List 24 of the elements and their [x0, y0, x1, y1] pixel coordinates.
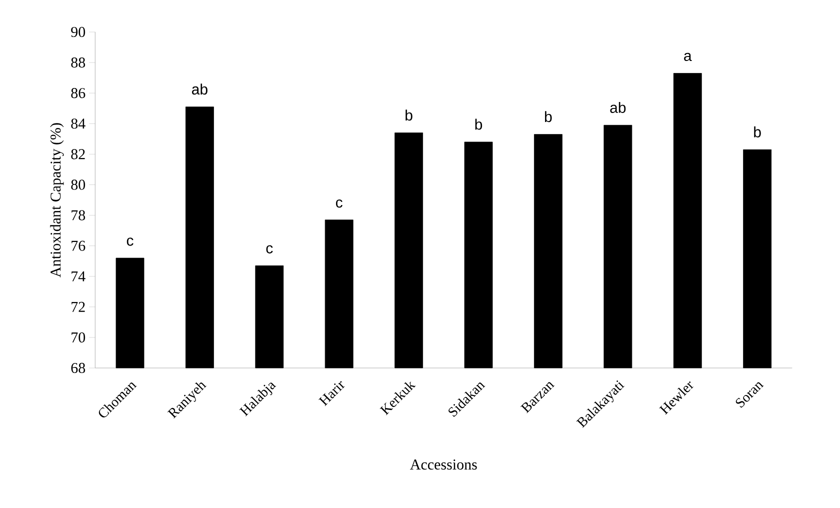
annotation: b — [475, 118, 482, 130]
y-tick-label: 86 — [71, 88, 86, 98]
y-tick-label: 82 — [71, 149, 85, 160]
y-tick-label: 90 — [71, 26, 86, 38]
annotation: b — [754, 126, 761, 138]
y-tick-label: 80 — [71, 180, 86, 190]
annotation: c — [336, 199, 342, 208]
y-tick-label: 70 — [72, 332, 86, 342]
annotation: ab — [610, 102, 626, 113]
annotation: b — [545, 111, 552, 122]
y-tick-label: 78 — [72, 210, 86, 220]
y-tick-label: 72 — [72, 302, 85, 312]
annotation: c — [266, 245, 273, 254]
y-axis-title: Antioxidant Capacity (%) — [50, 123, 64, 278]
y-tick-label: 88 — [71, 57, 86, 68]
y-tick-label: 68 — [71, 362, 86, 374]
x-axis-title: Accessions — [410, 460, 477, 470]
y-tick-label: 74 — [72, 271, 86, 282]
y-tick-label: 76 — [72, 240, 86, 251]
annotation: ab — [192, 84, 208, 95]
annotation: a — [684, 52, 692, 62]
y-tick-label: 84 — [71, 118, 86, 129]
annotation: b — [406, 110, 412, 121]
annotation: c — [126, 238, 134, 246]
